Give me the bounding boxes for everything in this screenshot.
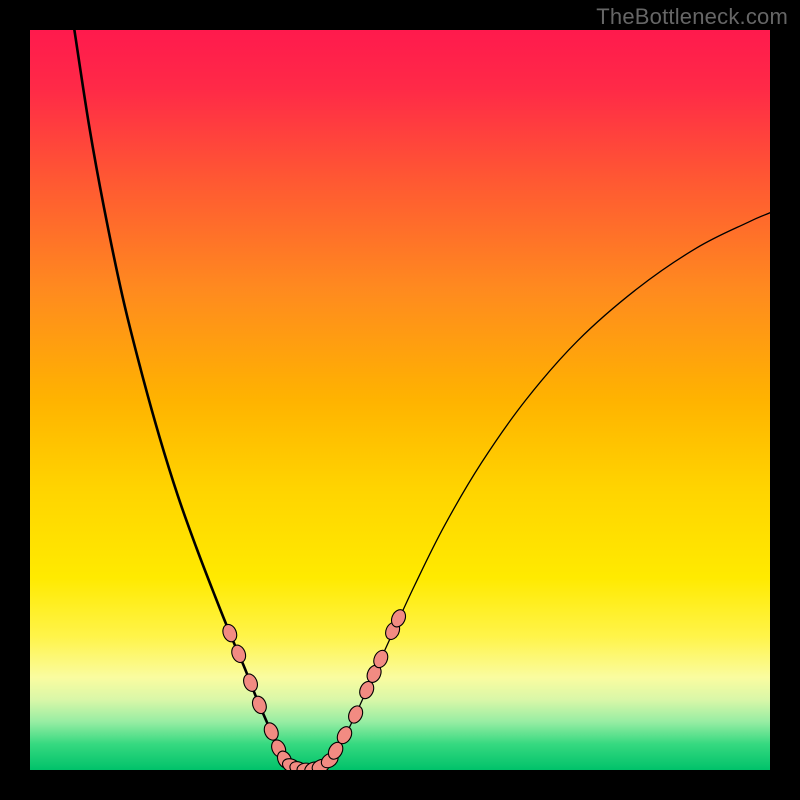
chart-stage: TheBottleneck.com [0, 0, 800, 800]
chart-svg [30, 30, 770, 770]
gradient-background [30, 30, 770, 770]
plot-area [30, 30, 770, 770]
watermark-text: TheBottleneck.com [596, 4, 788, 30]
